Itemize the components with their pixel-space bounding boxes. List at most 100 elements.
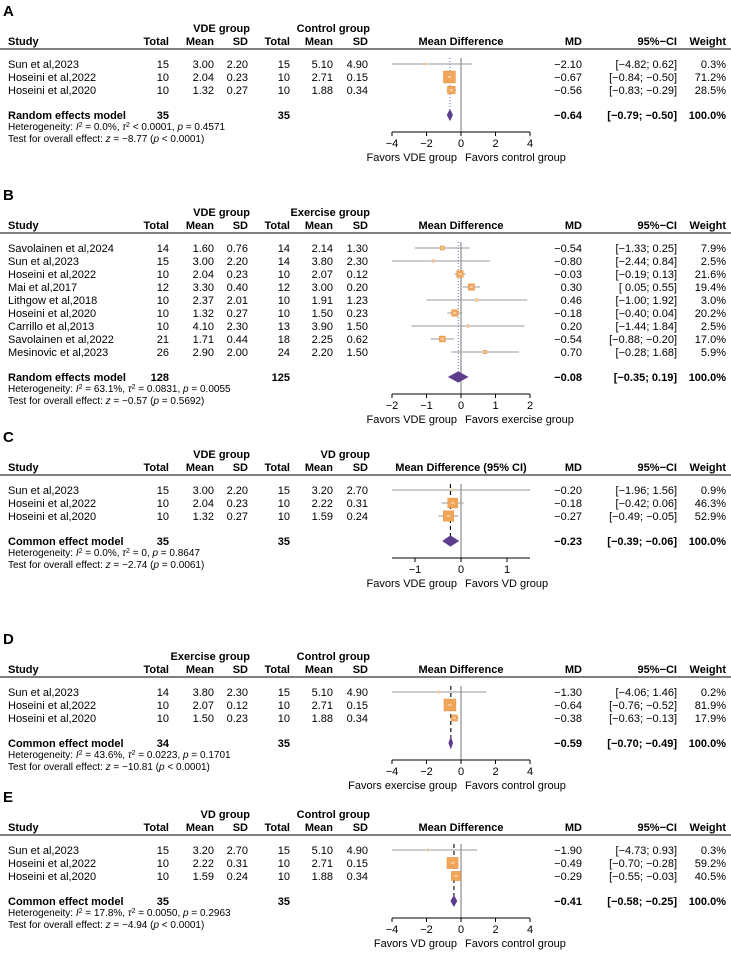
- x-axis-tick-label: −1: [409, 564, 422, 576]
- study-sd-2: 4.90: [347, 687, 368, 699]
- favors-right-label: Favors VD group: [465, 578, 548, 590]
- x-axis-tick-label: −2: [420, 138, 433, 150]
- header-mean: Mean: [305, 36, 333, 48]
- forest-panel-d: D Exercise group Control group Study Total Me…: [0, 631, 731, 792]
- tau2-symbol: τ: [122, 122, 127, 133]
- study-sd-2: 1.30: [347, 243, 368, 255]
- study-name: Carrillo et al,2013: [8, 321, 94, 333]
- study-sd-1: 0.27: [227, 85, 248, 97]
- study-mean-2: 5.10: [312, 59, 333, 71]
- pooled-weight: 100.0%: [689, 738, 727, 750]
- header-total: Total: [265, 462, 290, 474]
- study-total-1: 10: [157, 858, 169, 870]
- study-weight: 52.9%: [695, 511, 726, 523]
- study-name: Hoseini et al,2022: [8, 700, 96, 712]
- header-total: Total: [265, 36, 290, 48]
- favors-right-label: Favors control group: [465, 938, 566, 950]
- header-total: Total: [144, 822, 169, 834]
- study-ci: [−4.73; 0.93]: [616, 845, 677, 857]
- header-mean: Mean: [305, 822, 333, 834]
- study-sd-2: 0.23: [347, 308, 368, 320]
- study-sd-1: 0.40: [227, 282, 248, 294]
- pooled-effect-diamond: [442, 535, 460, 547]
- header-sd: SD: [353, 822, 368, 834]
- header-study: Study: [8, 220, 39, 232]
- tau2-value: = 0.0050,: [135, 908, 183, 919]
- tau2-value: = 0.0831,: [135, 384, 183, 395]
- p-symbol: p: [151, 548, 158, 559]
- study-md: −0.64: [554, 700, 582, 712]
- header-md: MD: [565, 220, 582, 232]
- header-sd: SD: [353, 462, 368, 474]
- study-ci: [−0.49; −0.05]: [609, 511, 677, 523]
- study-sd-2: 0.34: [347, 713, 368, 725]
- study-weight: 17.0%: [695, 334, 726, 346]
- favors-left-label: Favors VDE group: [367, 578, 457, 590]
- study-md: −0.56: [554, 85, 582, 97]
- study-weight: 19.4%: [695, 282, 726, 294]
- header-sd: SD: [233, 664, 248, 676]
- x-axis-tick-label: −2: [386, 400, 399, 412]
- study-sd-1: 0.27: [227, 511, 248, 523]
- panel-label: D: [3, 631, 14, 648]
- p-value: < 0.0001): [165, 762, 210, 773]
- header-total: Total: [144, 36, 169, 48]
- study-mean-2: 2.71: [312, 858, 333, 870]
- study-sd-1: 0.44: [227, 334, 248, 346]
- study-total-1: 15: [157, 256, 169, 268]
- study-mean-1: 1.71: [193, 334, 214, 346]
- i2-value: = 17.8%,: [83, 908, 128, 919]
- study-weight: 0.2%: [701, 687, 726, 699]
- study-md: 0.46: [561, 295, 582, 307]
- study-total-2: 10: [278, 858, 290, 870]
- study-md: −1.90: [554, 845, 582, 857]
- study-mean-2: 2.14: [312, 243, 333, 255]
- p-value: = 0.4571: [183, 122, 225, 133]
- study-total-2: 24: [278, 347, 290, 359]
- pooled-md: −0.64: [554, 110, 583, 122]
- study-md: −0.54: [554, 334, 582, 346]
- p-value: = 0.5692): [159, 396, 204, 407]
- study-sd-1: 2.30: [227, 321, 248, 333]
- x-axis-tick-label: 0: [458, 564, 464, 576]
- p-symbol: p: [152, 560, 159, 571]
- study-name: Mai et al,2017: [8, 282, 77, 294]
- study-mean-2: 3.90: [312, 321, 333, 333]
- study-sd-1: 0.31: [227, 858, 248, 870]
- study-ci: [−0.83; −0.29]: [609, 85, 677, 97]
- p-value: < 0.0001): [159, 920, 204, 931]
- study-mean-1: 1.50: [193, 713, 214, 725]
- header-mean: Mean: [186, 36, 214, 48]
- study-name: Hoseini et al,2022: [8, 269, 96, 281]
- z-value: = −10.81 (: [111, 762, 160, 773]
- study-sd-2: 2.30: [347, 256, 368, 268]
- study-weight: 81.9%: [695, 700, 726, 712]
- study-ci: [−1.33; 0.25]: [616, 243, 677, 255]
- p-value: = 0.0055: [189, 384, 231, 395]
- plot-title: Mean Difference: [419, 220, 504, 232]
- tau2-value: < 0.0001,: [130, 122, 178, 133]
- tau2-symbol: τ: [128, 750, 133, 761]
- study-weight: 0.9%: [701, 485, 726, 497]
- pooled-total-1: 128: [151, 372, 169, 384]
- x-axis-tick-label: 2: [492, 138, 498, 150]
- header-study: Study: [8, 664, 39, 676]
- header-sd: SD: [233, 36, 248, 48]
- plot-title: Mean Difference: [419, 664, 504, 676]
- study-ci: [−4.06; 1.46]: [616, 687, 677, 699]
- header-md: MD: [565, 462, 582, 474]
- study-mean-2: 3.00: [312, 282, 333, 294]
- overall-prefix: Test for overall effect:: [8, 396, 106, 407]
- study-weight: 0.3%: [701, 845, 726, 857]
- x-axis-tick-label: −1: [420, 400, 433, 412]
- header-ci: 95%−CI: [638, 664, 677, 676]
- study-mean-2: 1.50: [312, 308, 333, 320]
- i2-symbol: I: [76, 548, 79, 559]
- p-symbol: p: [152, 134, 159, 145]
- study-md: −0.80: [554, 256, 582, 268]
- group1-title: VD group: [201, 809, 251, 821]
- panel-label: B: [3, 187, 14, 204]
- study-md: −0.27: [554, 511, 582, 523]
- study-sd-1: 0.24: [227, 871, 248, 883]
